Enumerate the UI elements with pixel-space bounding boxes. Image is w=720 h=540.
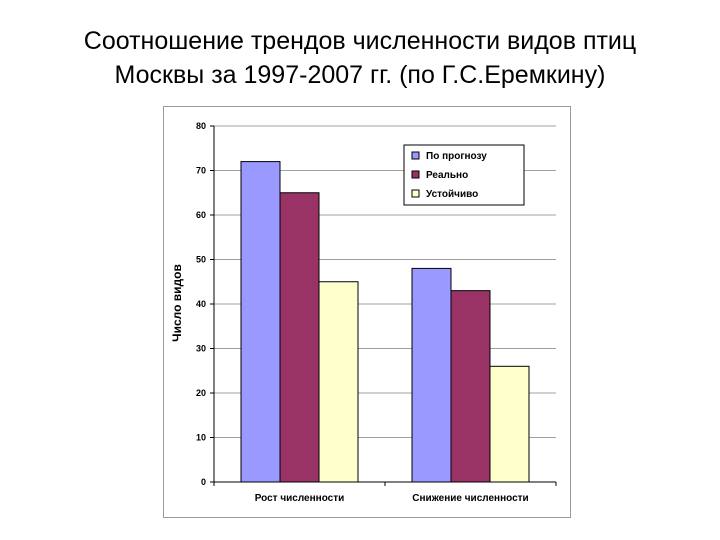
y-tick-label-20: 20 (196, 388, 206, 398)
y-axis-title: Число видов (170, 264, 184, 342)
slide-title: Соотношение трендов численности видов пт… (0, 24, 720, 92)
slide-title-line-1: Соотношение трендов численности видов пт… (83, 27, 637, 55)
y-tick-label-0: 0 (201, 477, 206, 487)
x-category-label-2: Снижение численности (412, 493, 528, 504)
y-tick-label-50: 50 (196, 255, 206, 265)
y-tick-label-10: 10 (196, 433, 206, 443)
axes (210, 125, 557, 486)
legend: По прогнозу Реально Устойчиво (403, 144, 525, 206)
axis-labels: 0 10 20 30 40 50 60 70 80 Рост численности Снижени… (196, 121, 529, 504)
x-category-label-1: Рост численности (255, 493, 345, 504)
y-tick-label-60: 60 (196, 210, 206, 220)
bar-2-3 (489, 365, 530, 483)
bar-1-2 (279, 192, 320, 483)
y-tick-label-40: 40 (196, 299, 206, 309)
legend-label-1: По прогнозу (426, 151, 487, 162)
bar-1-3 (318, 281, 359, 483)
y-tick-label-70: 70 (196, 166, 206, 176)
y-tick-label-30: 30 (196, 344, 206, 354)
bar-2-2 (450, 290, 491, 483)
legend-box (403, 144, 525, 206)
legend-label-2: Реально (426, 170, 468, 181)
bars (240, 161, 530, 483)
legend-label-3: Устойчиво (426, 189, 478, 200)
legend-swatch-1 (411, 151, 420, 160)
y-tick-label-80: 80 (196, 121, 206, 131)
legend-swatch-3 (411, 189, 420, 198)
bar-2-1 (411, 267, 452, 483)
slide-title-line-2: Москвы за 1997-2007 гг. (по Г.С.Еремкину… (114, 61, 606, 89)
legend-swatch-2 (411, 170, 420, 179)
bar-1-1 (240, 161, 281, 483)
